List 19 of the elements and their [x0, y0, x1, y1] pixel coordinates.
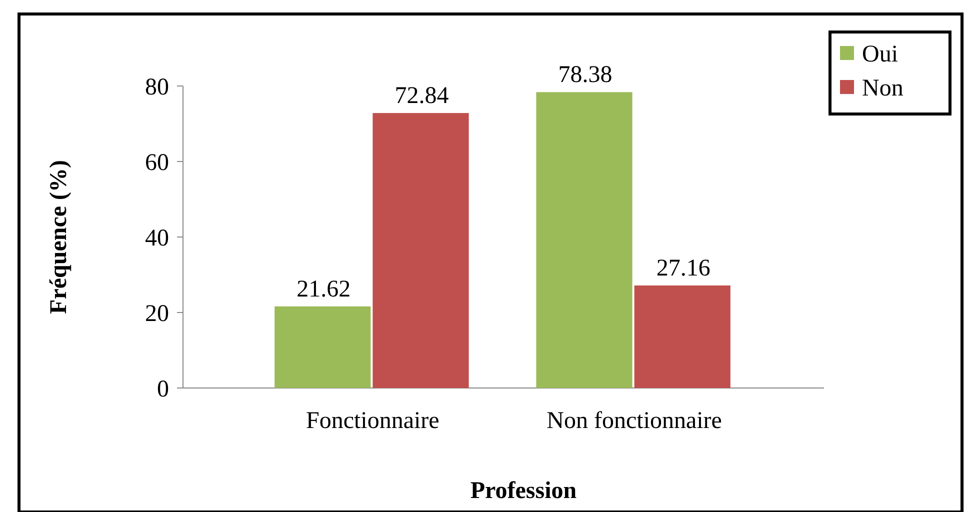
data-label: 27.16 — [656, 255, 710, 282]
x-axis-title: Profession — [470, 478, 577, 504]
legend-label: Oui — [862, 41, 898, 68]
x-tick-label: Fonctionnaire — [306, 408, 440, 434]
bar — [634, 285, 730, 388]
y-tick-label: 0 — [157, 376, 169, 402]
y-tick-label: 80 — [145, 74, 169, 100]
bar — [274, 306, 371, 388]
bar — [372, 113, 469, 388]
y-axis-title: Fréquence (%) — [46, 160, 72, 314]
y-tick-label: 60 — [145, 150, 169, 176]
data-label: 21.62 — [296, 276, 351, 302]
x-tick-label: Non fonctionnaire — [546, 408, 722, 434]
y-tick-label: 20 — [145, 300, 169, 327]
y-tick-label: 40 — [145, 225, 169, 252]
bar — [536, 92, 632, 388]
data-label: 72.84 — [394, 83, 449, 110]
data-label: 78.38 — [558, 62, 612, 88]
legend-label: Non — [862, 75, 904, 102]
